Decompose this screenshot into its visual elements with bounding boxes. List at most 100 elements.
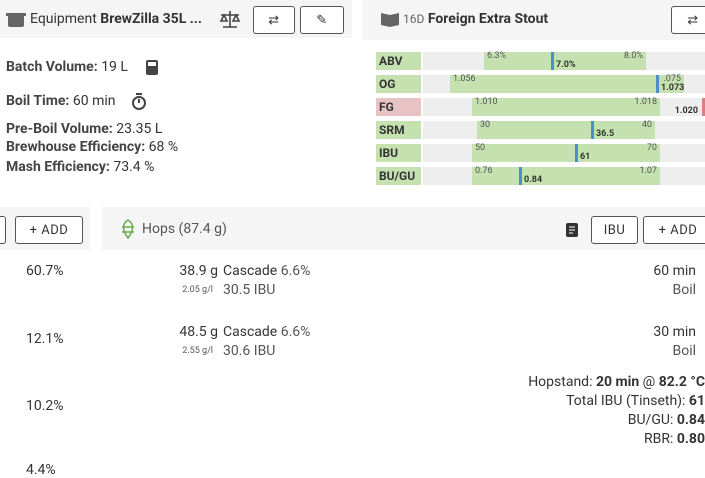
hop-time: 60 min: [653, 263, 696, 279]
gauge-marker: [591, 121, 594, 139]
hop-variety: Cascade: [223, 263, 278, 279]
style-text: 16D Foreign Extra Stout: [403, 11, 548, 27]
gauge-label: ABV: [376, 52, 421, 70]
gauge-max: 70: [646, 143, 657, 153]
label: Hopstand:: [528, 374, 593, 390]
value: 20 min: [595, 374, 640, 390]
gauge-actual: 7.0%: [556, 60, 576, 70]
gauge-marker: [702, 98, 705, 116]
hop-amount: 38.9 g: [179, 263, 218, 279]
label: @: [642, 374, 656, 390]
gauge-actual: 1.073: [661, 83, 685, 93]
gauge-min: 30: [480, 120, 491, 130]
detail-label: Brewhouse Efficiency:: [6, 139, 146, 155]
gauge-actual: 61: [580, 152, 591, 162]
hop-name: Cascade 6.6%: [223, 263, 310, 279]
gauge-track: 1.056 .075 1.073: [423, 74, 705, 93]
percentage: 4.4%: [26, 462, 56, 478]
gauge-label: IBU: [376, 144, 421, 162]
gauge-track: 6.3% 8.0% 7.0%: [423, 51, 705, 70]
label: Total IBU (Tinseth):: [566, 393, 686, 409]
hop-use: Boil: [672, 343, 696, 359]
detail-row: Mash Efficiency: 73.4 %: [6, 159, 154, 175]
gauge-range: [472, 167, 660, 185]
gauge-marker: [519, 167, 522, 185]
detail-row: Pre-Boil Volume: 23.35 L: [6, 121, 162, 137]
detail-label: Boil Time:: [6, 93, 70, 109]
equipment-name: BrewZilla 35L ...: [100, 11, 202, 27]
swap-button[interactable]: ⇄: [671, 6, 705, 34]
percentage: 10.2%: [26, 398, 64, 414]
hop-variety: Cascade: [223, 324, 278, 340]
gauge-min: 0.76: [475, 166, 493, 176]
value: 61: [688, 393, 705, 409]
gauge-min: 1.056: [453, 74, 476, 84]
label: RBR:: [643, 431, 674, 447]
gauge-actual: 1.020: [674, 106, 698, 116]
percentage: 12.1%: [26, 331, 64, 347]
value: 82.2 °C: [658, 374, 705, 390]
swap-button[interactable]: ⇄: [253, 6, 295, 34]
gauge-track: 30 40 36.5: [423, 120, 705, 139]
gauge-range: [450, 75, 684, 93]
detail-value: 19 L: [101, 59, 128, 75]
add-button[interactable]: + ADD: [643, 216, 705, 244]
detail-label: Mash Efficiency:: [6, 159, 110, 175]
add-button[interactable]: + ADD: [15, 216, 83, 244]
value: 0.80: [676, 431, 705, 447]
gauge-range: [477, 121, 655, 139]
detail-value: 68 %: [148, 139, 179, 155]
gauge-label: BU/GU: [376, 167, 421, 185]
gauge-actual: 36.5: [596, 129, 615, 139]
timer-icon[interactable]: [131, 93, 147, 110]
ibu-button[interactable]: IBU: [591, 216, 638, 244]
detail-label: Pre-Boil Volume:: [6, 121, 113, 137]
detail-value: 23.35 L: [116, 121, 163, 137]
book-icon: [381, 13, 399, 27]
gauge-label: OG: [376, 75, 421, 93]
button[interactable]: [0, 216, 6, 244]
hop-rate: 2.55 g/l: [182, 346, 213, 356]
detail-row: Batch Volume: 19 L: [6, 59, 128, 75]
value: 0.84: [676, 412, 705, 428]
detail-row: Boil Time: 60 min: [6, 93, 115, 109]
label: Equipment: [30, 11, 97, 27]
gauge-range: [484, 52, 646, 70]
hop-ibu: 30.6 IBU: [223, 343, 276, 359]
detail-value: 73.4 %: [113, 159, 155, 175]
edit-button[interactable]: ✎: [300, 6, 344, 34]
hop-amount: 48.5 g: [179, 324, 218, 340]
gauge-label: FG: [376, 98, 421, 116]
gauge-marker: [551, 52, 554, 70]
style-header: [362, 0, 705, 40]
hops-title: Hops (87.4 g): [142, 221, 227, 237]
gauge-min: 1.010: [475, 97, 498, 107]
notes-icon[interactable]: [565, 222, 579, 238]
gauge-marker: [656, 75, 659, 93]
gauge-range: [472, 144, 660, 162]
detail-row: Brewhouse Efficiency: 68 %: [6, 139, 178, 155]
gauge-actual: 0.84: [524, 175, 543, 185]
gauge-min: 50: [475, 143, 486, 153]
detail-value: 60 min: [72, 93, 116, 109]
hop-name: Cascade 6.6%: [223, 324, 310, 340]
label: BU/GU:: [627, 412, 674, 428]
style-code: 16D: [403, 12, 425, 26]
hop-rate: 2.05 g/l: [182, 285, 213, 295]
gauge-track: 0.76 1.07 0.84: [423, 166, 705, 185]
gauge-max: 40: [641, 120, 652, 130]
hop-use: Boil: [672, 282, 696, 298]
percentage: 60.7%: [26, 263, 64, 279]
hop-time: 30 min: [653, 324, 696, 340]
style-name: Foreign Extra Stout: [427, 11, 549, 27]
hop-alpha: 6.6%: [280, 324, 311, 340]
hop-icon: [122, 219, 134, 239]
hop-summary: Hopstand: 20 min @ 82.2 °C Total IBU (Ti…: [528, 373, 705, 449]
hop-alpha: 6.6%: [280, 263, 311, 279]
hop-ibu: 30.5 IBU: [223, 282, 276, 298]
gauge-label: SRM: [376, 121, 421, 139]
gauge-range: [472, 98, 660, 116]
scale-icon[interactable]: [219, 9, 241, 29]
calc-icon[interactable]: [145, 59, 159, 76]
